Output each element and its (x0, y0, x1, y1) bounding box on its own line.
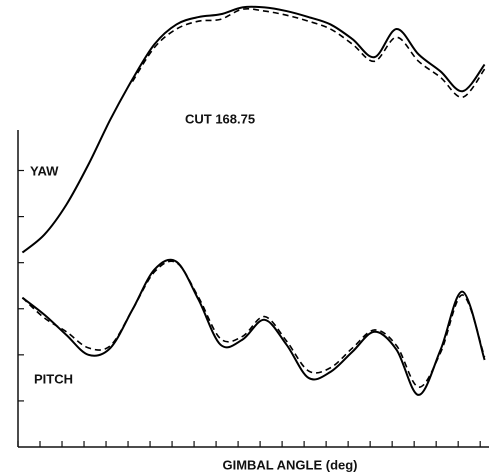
solid-line (21, 258, 486, 396)
x-axis-label: GIMBAL ANGLE (deg) (222, 457, 357, 472)
dashed-line (21, 260, 486, 388)
annotation: CUT 168.75 (185, 111, 255, 126)
annotation: PITCH (34, 371, 73, 386)
solid-line (21, 5, 486, 254)
dashed-line (131, 7, 486, 99)
annotation: YAW (30, 163, 59, 178)
